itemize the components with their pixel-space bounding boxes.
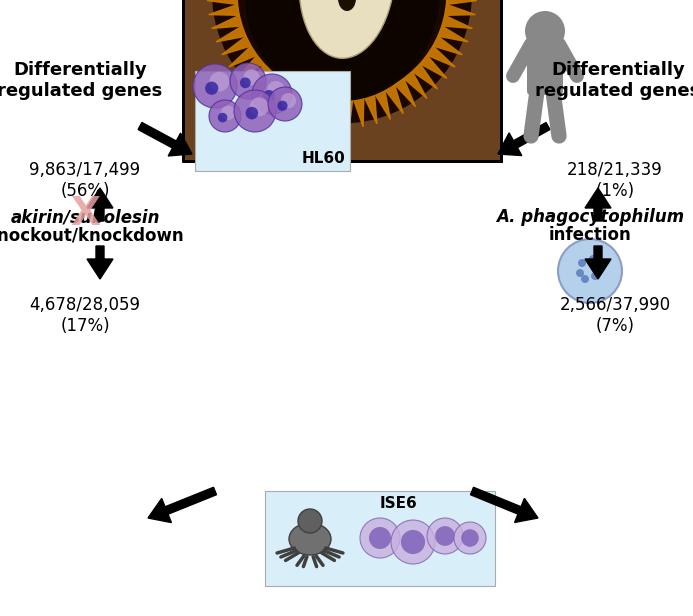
Polygon shape — [222, 36, 251, 55]
Circle shape — [252, 74, 292, 114]
Text: ISE6: ISE6 — [380, 496, 418, 511]
Circle shape — [558, 239, 622, 303]
FancyArrow shape — [585, 188, 611, 221]
Circle shape — [267, 81, 285, 99]
Polygon shape — [445, 4, 475, 15]
Polygon shape — [394, 78, 416, 107]
Polygon shape — [216, 26, 246, 42]
Polygon shape — [412, 64, 437, 89]
Circle shape — [391, 520, 435, 564]
Polygon shape — [331, 98, 342, 128]
Polygon shape — [209, 4, 239, 15]
Polygon shape — [257, 71, 280, 99]
Text: HL60: HL60 — [301, 151, 345, 166]
Circle shape — [576, 269, 584, 277]
Polygon shape — [268, 78, 290, 107]
Circle shape — [462, 529, 479, 547]
Circle shape — [218, 113, 227, 123]
Polygon shape — [211, 15, 242, 28]
Ellipse shape — [245, 0, 439, 101]
Circle shape — [240, 78, 251, 88]
Circle shape — [205, 81, 218, 95]
Polygon shape — [320, 96, 331, 127]
Circle shape — [578, 259, 586, 267]
Polygon shape — [207, 0, 238, 4]
Circle shape — [525, 11, 565, 51]
FancyArrow shape — [138, 123, 192, 156]
Bar — [183, 0, 501, 161]
Polygon shape — [427, 46, 455, 67]
FancyArrow shape — [585, 246, 611, 279]
Polygon shape — [281, 84, 299, 114]
Polygon shape — [404, 71, 427, 99]
Circle shape — [234, 90, 276, 132]
Ellipse shape — [338, 0, 356, 11]
Circle shape — [193, 64, 237, 108]
Polygon shape — [420, 55, 447, 78]
Circle shape — [435, 526, 455, 546]
Text: infection: infection — [549, 226, 631, 244]
Text: 2,566/37,990
(7%): 2,566/37,990 (7%) — [559, 296, 671, 335]
Polygon shape — [385, 84, 403, 114]
Circle shape — [589, 255, 597, 263]
FancyArrow shape — [498, 123, 550, 156]
Circle shape — [581, 275, 589, 283]
Text: akirin/subolesin: akirin/subolesin — [10, 208, 160, 226]
Circle shape — [596, 262, 604, 270]
Text: Differentially
regulated genes: Differentially regulated genes — [0, 61, 163, 100]
Circle shape — [454, 522, 486, 554]
Circle shape — [360, 518, 400, 558]
Polygon shape — [342, 98, 353, 128]
Ellipse shape — [289, 523, 331, 555]
Text: 4,678/28,059
(17%): 4,678/28,059 (17%) — [30, 296, 141, 335]
Bar — [183, 0, 501, 161]
Circle shape — [221, 105, 236, 120]
Polygon shape — [442, 15, 473, 28]
Circle shape — [209, 71, 229, 92]
Circle shape — [268, 87, 302, 121]
Circle shape — [277, 100, 288, 111]
Circle shape — [427, 518, 463, 554]
Text: 218/21,339
(1%): 218/21,339 (1%) — [567, 161, 663, 200]
Circle shape — [249, 97, 269, 116]
FancyArrow shape — [148, 487, 216, 522]
FancyArrow shape — [87, 188, 113, 221]
Polygon shape — [446, 0, 477, 4]
Circle shape — [245, 107, 258, 120]
Circle shape — [230, 63, 266, 99]
Circle shape — [243, 69, 260, 86]
Polygon shape — [433, 36, 462, 55]
Text: A. phagocytophilum: A. phagocytophilum — [496, 208, 684, 226]
Polygon shape — [229, 46, 257, 67]
Circle shape — [369, 527, 391, 549]
Polygon shape — [374, 89, 390, 120]
FancyArrow shape — [471, 487, 538, 522]
Polygon shape — [438, 26, 468, 42]
Circle shape — [298, 509, 322, 533]
Polygon shape — [307, 94, 320, 124]
FancyArrow shape — [87, 246, 113, 279]
Ellipse shape — [299, 0, 395, 59]
Text: knockout/knockdown: knockout/knockdown — [0, 226, 184, 244]
Circle shape — [401, 530, 425, 554]
Bar — [195, 71, 350, 171]
Polygon shape — [294, 89, 310, 120]
Polygon shape — [237, 55, 264, 78]
Text: Differentially
regulated genes: Differentially regulated genes — [536, 61, 693, 100]
Polygon shape — [247, 64, 272, 89]
FancyBboxPatch shape — [527, 32, 563, 95]
Polygon shape — [353, 96, 364, 127]
Circle shape — [212, 0, 472, 123]
Circle shape — [591, 272, 599, 280]
Circle shape — [281, 93, 296, 108]
Circle shape — [209, 100, 241, 132]
Text: X: X — [70, 195, 100, 233]
Polygon shape — [364, 94, 377, 124]
Bar — [265, 491, 495, 586]
Text: 9,863/17,499
(56%): 9,863/17,499 (56%) — [29, 161, 141, 200]
Circle shape — [263, 90, 275, 102]
